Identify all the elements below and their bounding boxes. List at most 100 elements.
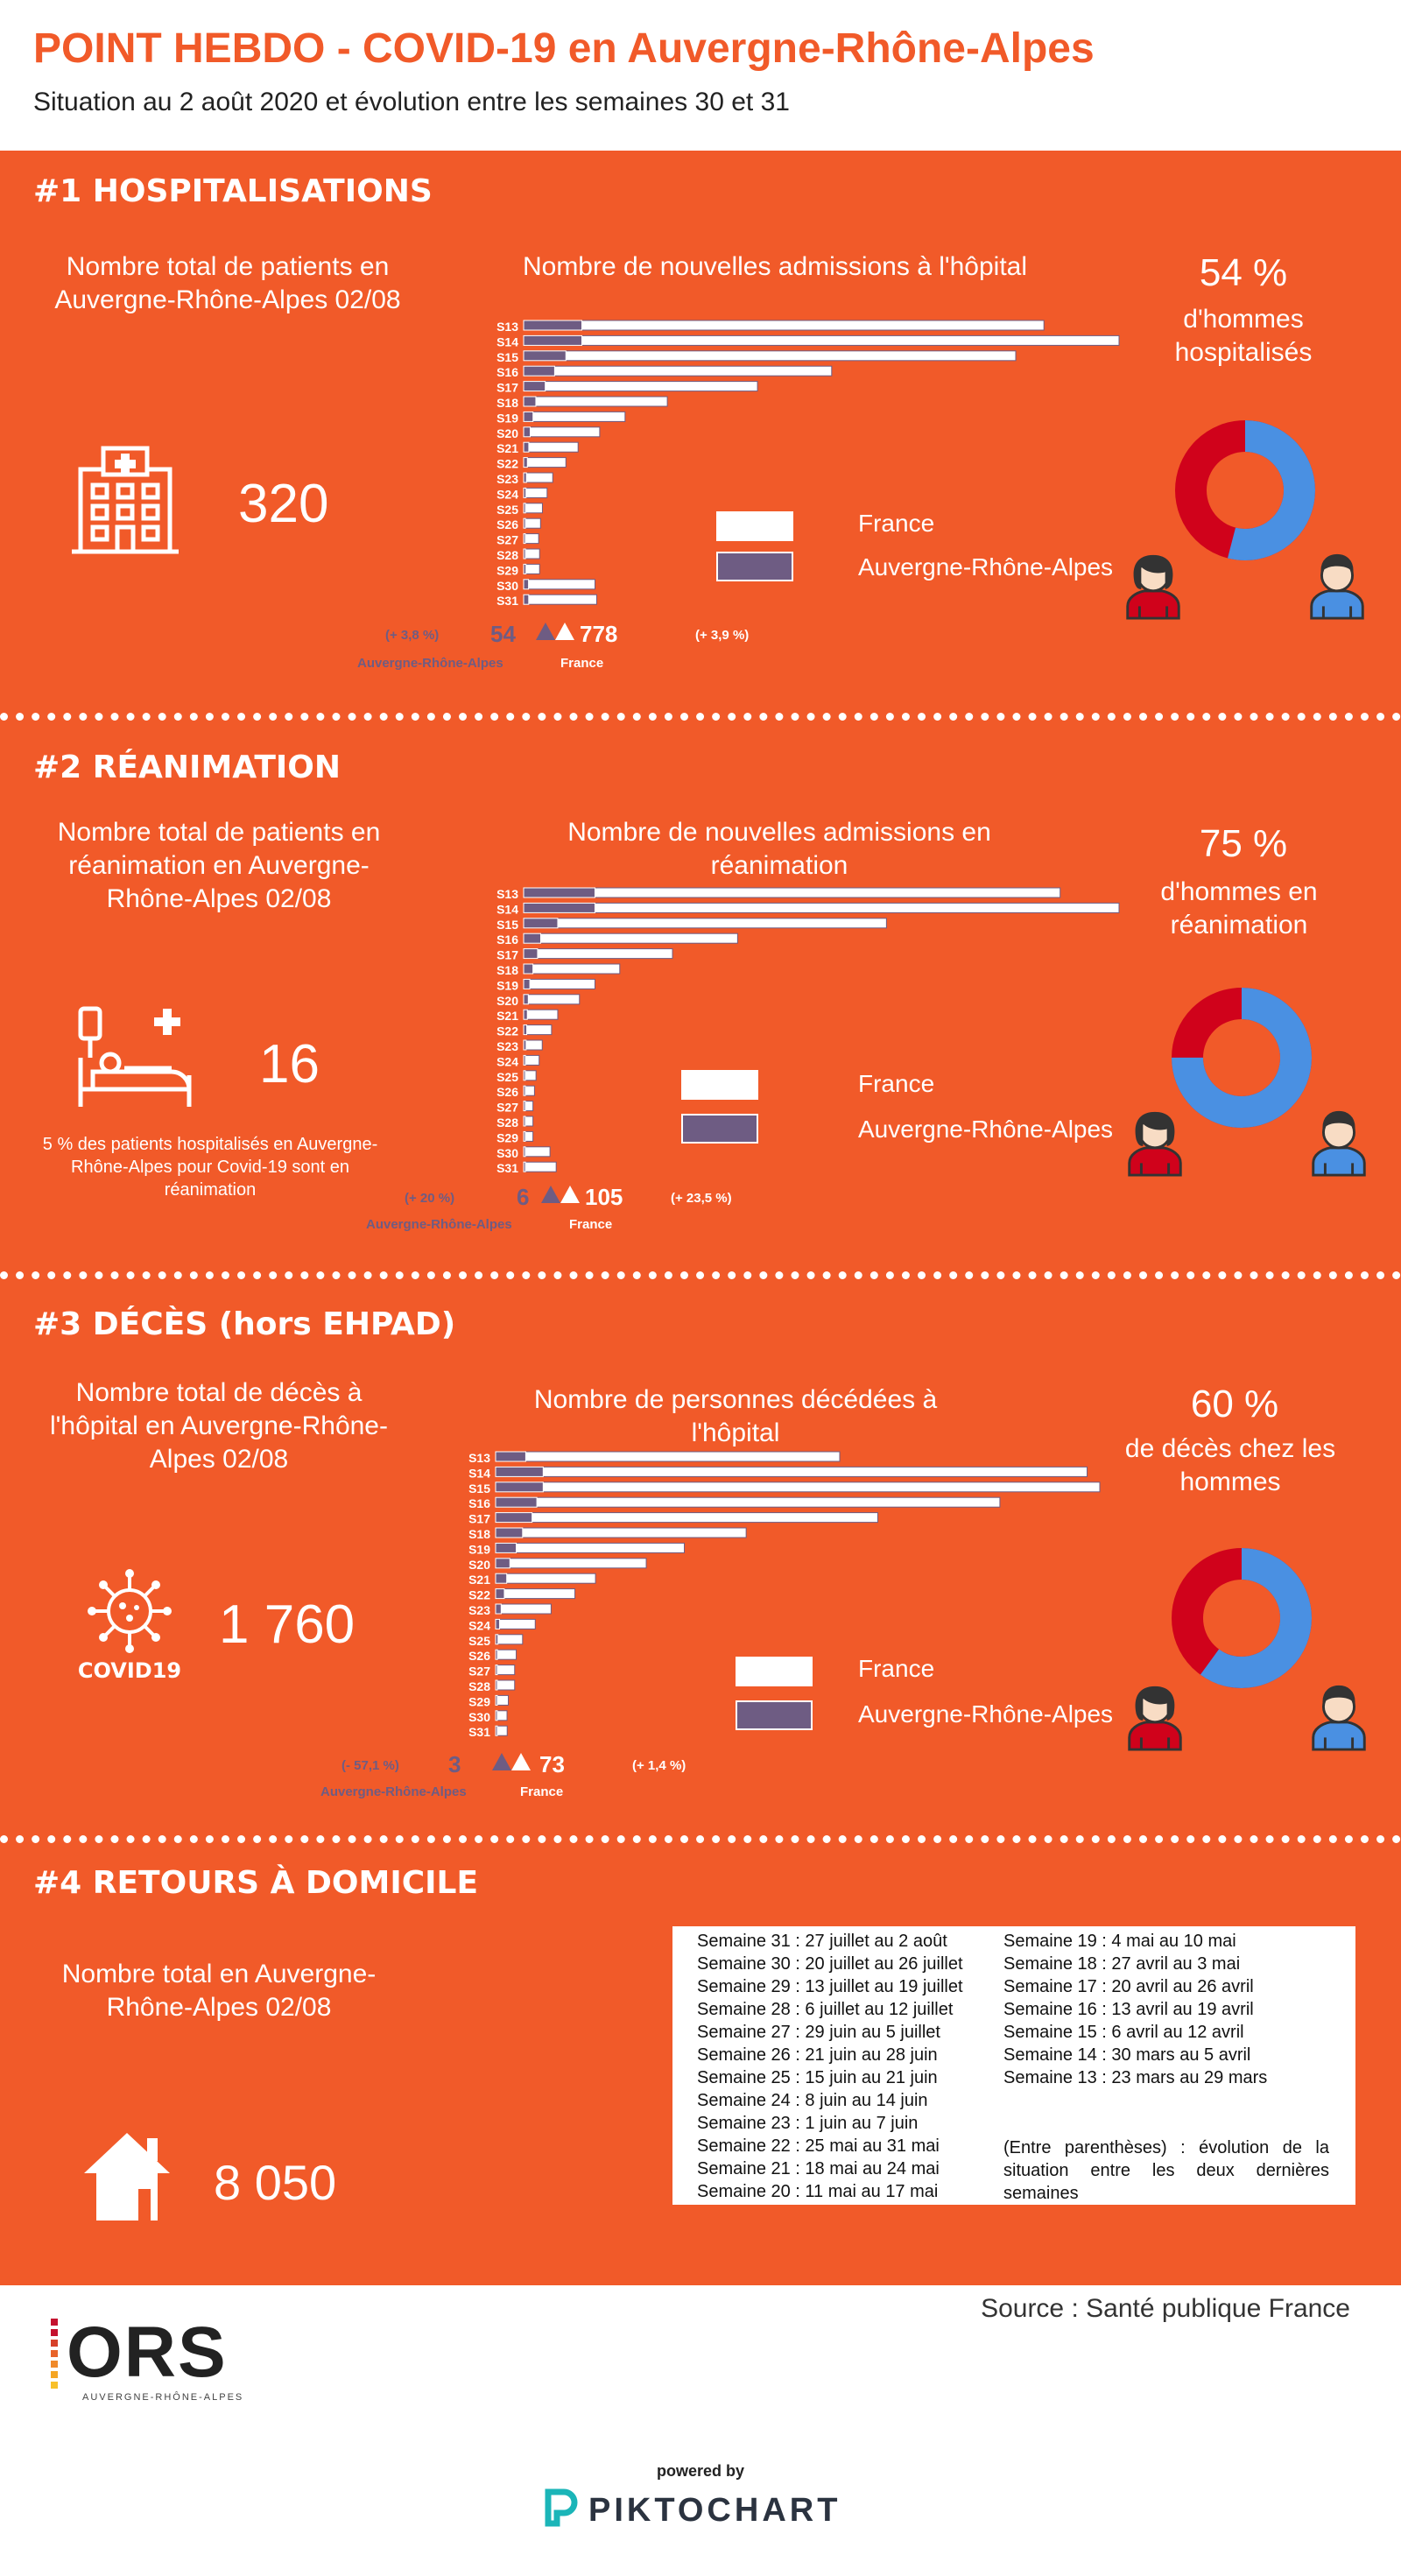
bar-ara <box>523 1070 526 1081</box>
bar-ara <box>523 1130 526 1142</box>
bar-ara <box>523 320 582 331</box>
bar-ara <box>495 1573 508 1584</box>
bar-ara <box>523 902 595 913</box>
tick-label: S24 <box>496 487 518 501</box>
bar-france <box>495 1466 1088 1477</box>
section-divider <box>0 1835 1401 1843</box>
bar-france <box>523 396 668 407</box>
ors-logo-subtitle: AUVERGNE-RHÔNE-ALPES <box>82 2392 244 2403</box>
bar-ara <box>523 457 528 468</box>
arrow-up-france-icon <box>511 1753 531 1770</box>
hospital-bed-icon <box>75 1005 194 1115</box>
tick-label: S20 <box>496 426 518 440</box>
bar-ara <box>523 563 527 574</box>
bar-france <box>523 365 833 377</box>
men-percent-label: d'hommes en réanimation <box>1160 877 1318 940</box>
bar-france <box>495 1573 596 1584</box>
bar-france <box>523 320 1045 331</box>
bar-france <box>523 1024 553 1036</box>
woman-icon <box>1121 552 1186 624</box>
week-row: Semaine 16 : 13 avril au 19 avril <box>1003 2000 1254 2019</box>
donut-slice-men <box>1172 1548 1312 1688</box>
tick-label: S17 <box>496 381 518 395</box>
bar-france <box>523 994 581 1005</box>
tick-label: S27 <box>496 1101 518 1115</box>
chart-title: Nombre de personnes décédées à l'hôpital <box>533 1385 938 1447</box>
bar-france <box>495 1634 524 1645</box>
section-divider <box>0 1271 1401 1279</box>
tick-label: S21 <box>496 1009 518 1023</box>
piktochart-brand: PIKTOCHART <box>588 2492 841 2529</box>
week-row: Semaine 30 : 20 juillet au 26 juillet <box>697 1954 963 1974</box>
week-row: Semaine 28 : 6 juillet au 12 juillet <box>697 2000 954 2019</box>
left-label: Nombre total de patients en Auvergne-Rhô… <box>54 252 401 314</box>
bar-ara <box>495 1512 533 1524</box>
page-subtitle: Situation au 2 août 2020 et évolution en… <box>33 88 790 116</box>
left-label: Nombre total en Auvergne-Rhône-Alpes 02/… <box>61 1960 377 2022</box>
woman-icon <box>1123 1683 1187 1756</box>
ara-name: Auvergne-Rhône-Alpes <box>320 1784 467 1799</box>
tick-label: S24 <box>496 1054 518 1068</box>
tick-label: S22 <box>496 457 518 471</box>
bar-ara <box>523 426 532 438</box>
ara-change: (- 57,1 %) <box>341 1758 399 1773</box>
bar-ara <box>523 503 526 514</box>
bar-france <box>523 887 1061 898</box>
bar-ara <box>523 334 582 346</box>
arrow-up-ara-icon <box>536 623 555 640</box>
ors-logo: ORS AUVERGNE-RHÔNE-ALPES <box>47 2312 275 2406</box>
bar-ara <box>523 1161 526 1172</box>
bar-ara <box>523 472 527 483</box>
legend-france-label: France <box>858 510 935 537</box>
bar-ara <box>495 1466 544 1477</box>
tick-label: S25 <box>468 1634 490 1648</box>
tick-label: S27 <box>496 533 518 547</box>
total-value: 1 760 <box>219 1594 356 1655</box>
bar-france <box>523 457 567 468</box>
week-row: Semaine 15 : 6 avril au 12 avril <box>1003 2023 1244 2042</box>
men-percent-label: d'hommes hospitalisés <box>1174 305 1313 367</box>
gender-donut-chart <box>1172 988 1312 1128</box>
bar-france <box>523 1009 559 1020</box>
tick-label: S18 <box>496 396 518 410</box>
bar-ara <box>495 1618 501 1629</box>
section-title: #1 HOSPITALISATIONS <box>33 173 433 209</box>
bar-france <box>523 918 887 929</box>
bar-ara <box>523 381 546 392</box>
arrow-up-france-icon <box>555 623 574 640</box>
chart-title: Nombre de nouvelles admissions à l'hôpit… <box>522 252 1028 281</box>
legend-france-label: France <box>858 1655 935 1682</box>
tick-label: S16 <box>468 1496 490 1510</box>
bar-ara <box>523 1024 528 1036</box>
tick-label: S23 <box>496 472 518 486</box>
tick-label: S17 <box>468 1512 490 1526</box>
bar-france <box>523 517 541 529</box>
week-row: Semaine 29 : 13 juillet au 19 juillet <box>697 1977 963 1996</box>
total-value: 16 <box>259 1034 320 1094</box>
bar-ara <box>523 1009 528 1020</box>
week-row: Semaine 21 : 18 mai au 24 mai <box>697 2159 940 2178</box>
bar-chart-hospitalisations: S13S14S15S16S17S18S19S20S21S22S23S24S25S… <box>496 320 1120 608</box>
bar-france <box>523 1146 551 1158</box>
bar-france <box>495 1665 516 1676</box>
france-name: France <box>560 656 604 671</box>
france-change: (+ 3,9 %) <box>695 628 750 643</box>
tick-label: S19 <box>496 411 518 425</box>
bar-france <box>495 1512 878 1524</box>
bar-france <box>523 472 553 483</box>
tick-label: S31 <box>496 1161 518 1175</box>
bar-ara <box>495 1710 498 1721</box>
arrow-up-ara-icon <box>492 1753 511 1770</box>
bar-france <box>523 948 673 960</box>
bar-ara <box>495 1679 498 1691</box>
tick-label: S20 <box>496 994 518 1008</box>
tick-label: S14 <box>496 902 518 916</box>
woman-icon <box>1123 1109 1187 1181</box>
bar-ara <box>523 517 526 529</box>
ara-name: Auvergne-Rhône-Alpes <box>357 656 503 671</box>
man-icon <box>1306 1109 1371 1181</box>
tick-label: S21 <box>496 441 518 455</box>
bar-france <box>523 579 596 590</box>
tick-label: S22 <box>496 1024 518 1038</box>
france-name: France <box>569 1217 613 1232</box>
